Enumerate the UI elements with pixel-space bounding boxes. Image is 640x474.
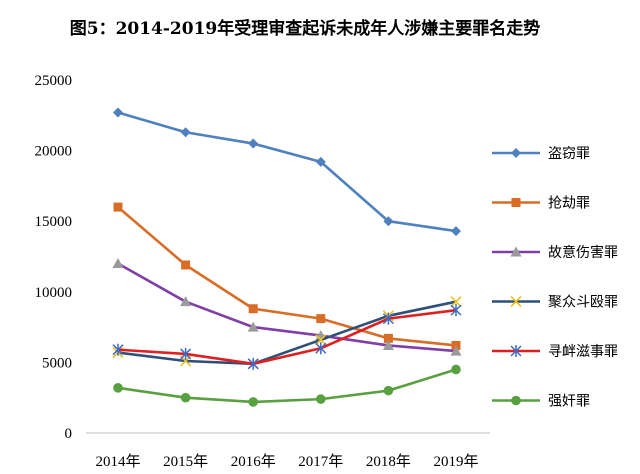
x-tick-label: 2017年 bbox=[298, 453, 343, 470]
legend-item: 强奸罪 bbox=[492, 394, 590, 410]
data-point bbox=[180, 392, 191, 403]
legend-swatch-marker bbox=[511, 395, 521, 406]
data-point bbox=[383, 333, 393, 343]
data-point bbox=[316, 314, 326, 324]
data-point bbox=[112, 258, 124, 269]
series-line bbox=[117, 368, 457, 404]
data-point bbox=[315, 342, 327, 355]
y-tick-label: 5000 bbox=[42, 355, 72, 371]
series-1 bbox=[113, 107, 461, 237]
x-tick-label: 2015年 bbox=[163, 453, 208, 470]
data-point bbox=[383, 216, 394, 227]
data-point bbox=[180, 347, 192, 360]
legend-label: 聚众斗殴罪 bbox=[548, 295, 618, 311]
series-line bbox=[117, 308, 457, 366]
legend-label: 寻衅滋事罪 bbox=[548, 344, 618, 360]
data-point bbox=[451, 226, 461, 237]
data-point bbox=[451, 364, 461, 375]
data-point bbox=[113, 107, 123, 118]
legend-swatch-marker bbox=[511, 148, 521, 158]
data-point bbox=[450, 304, 462, 317]
y-tick-label: 15000 bbox=[35, 214, 73, 230]
legend-item: 聚众斗殴罪 bbox=[492, 295, 618, 311]
x-tick-label: 2016年 bbox=[231, 453, 276, 470]
series-line bbox=[117, 300, 457, 366]
y-tick-label: 25000 bbox=[35, 73, 73, 89]
plot-area bbox=[112, 107, 462, 407]
axes: 0 5000 10000 15000 20000 25000 2014年 2015年 2016年… bbox=[35, 73, 490, 470]
series-4 bbox=[112, 296, 462, 370]
data-point bbox=[382, 312, 394, 325]
x-tick-label: 2018年 bbox=[366, 453, 411, 470]
x-tick-label: 2019年 bbox=[433, 453, 478, 470]
data-point bbox=[113, 202, 123, 212]
legend-item: 寻衅滋事罪 bbox=[492, 344, 618, 360]
series-line bbox=[117, 111, 457, 233]
y-tick-label: 0 bbox=[65, 426, 73, 442]
legend-label: 强奸罪 bbox=[548, 394, 590, 410]
data-point bbox=[315, 156, 326, 167]
data-point bbox=[112, 343, 124, 356]
legend-label: 抢劫罪 bbox=[548, 195, 590, 212]
legend-item: 故意伤害罪 bbox=[492, 244, 618, 261]
y-tick-label: 20000 bbox=[35, 144, 73, 160]
data-point bbox=[382, 339, 394, 350]
data-point bbox=[383, 385, 394, 396]
data-point bbox=[316, 394, 326, 404]
data-point bbox=[247, 321, 259, 332]
data-point bbox=[450, 345, 462, 356]
data-point bbox=[315, 334, 327, 346]
data-point bbox=[181, 260, 191, 270]
data-point bbox=[248, 138, 259, 149]
data-point bbox=[180, 127, 191, 138]
legend-swatch-marker bbox=[510, 295, 522, 308]
chart-title: 图5：2014-2019年受理审查起诉未成年人涉嫌主要罪名走势 bbox=[70, 18, 541, 39]
data-point bbox=[248, 304, 258, 314]
series-line bbox=[117, 206, 457, 347]
data-point bbox=[247, 357, 259, 370]
legend-item: 抢劫罪 bbox=[492, 195, 590, 212]
series-line bbox=[117, 262, 457, 353]
legend-item: 盗窃罪 bbox=[492, 146, 590, 162]
x-tick-label: 2014年 bbox=[95, 453, 140, 470]
series-2 bbox=[113, 202, 461, 350]
legend-label: 故意伤害罪 bbox=[548, 244, 618, 261]
series-3 bbox=[112, 258, 462, 356]
legend-swatch-marker bbox=[510, 345, 522, 357]
series-6 bbox=[113, 364, 461, 407]
series-5 bbox=[112, 304, 462, 370]
data-point bbox=[450, 296, 462, 308]
legend-swatch-marker bbox=[510, 246, 522, 257]
y-tick-label: 10000 bbox=[35, 285, 73, 301]
data-point bbox=[180, 296, 192, 307]
legend-swatch-marker bbox=[511, 198, 521, 207]
data-point bbox=[451, 340, 461, 350]
data-point bbox=[248, 397, 258, 407]
legend-label: 盗窃罪 bbox=[548, 146, 590, 162]
data-point bbox=[113, 383, 123, 393]
